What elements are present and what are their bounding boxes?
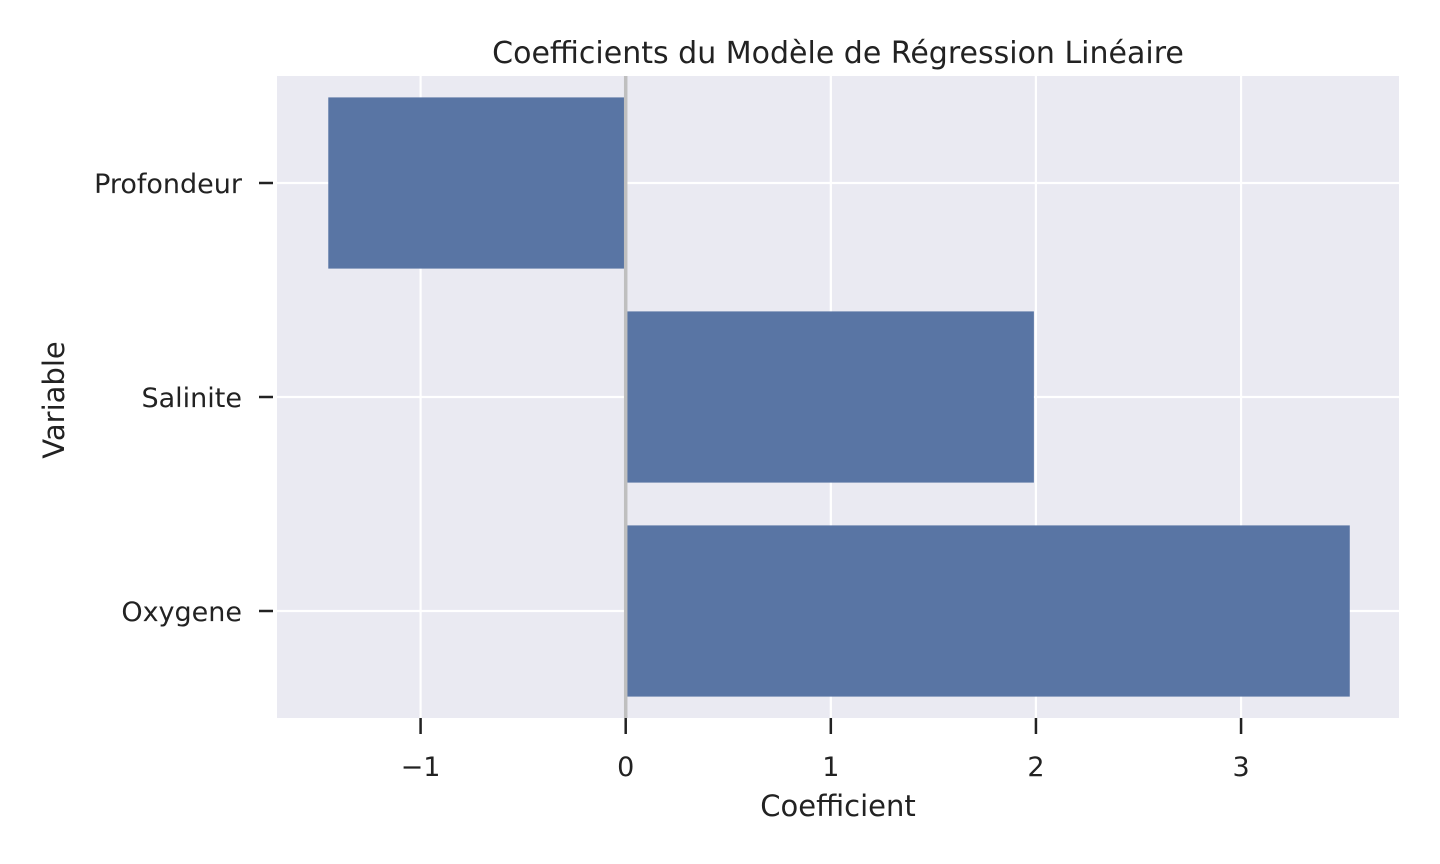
y-axis-label: Variable bbox=[37, 341, 71, 458]
y-tick-label: Oxygene bbox=[121, 597, 242, 628]
y-axis-ticks: Profondeur Salinite Oxygene bbox=[94, 169, 273, 628]
y-tick-label: Salinite bbox=[142, 383, 243, 414]
x-tick-label: 1 bbox=[822, 752, 839, 783]
bar-salinite bbox=[625, 311, 1034, 483]
x-tick-label: 2 bbox=[1027, 752, 1044, 783]
y-tick-label: Profondeur bbox=[94, 169, 243, 200]
bar-oxygene bbox=[625, 525, 1350, 697]
bars bbox=[328, 97, 1350, 697]
x-axis-ticks: −1 0 1 2 3 bbox=[401, 718, 1250, 783]
x-tick-label: −1 bbox=[401, 752, 441, 783]
x-tick-label: 3 bbox=[1232, 752, 1249, 783]
x-axis-label: Coefficient bbox=[760, 789, 915, 823]
chart-title: Coefficients du Modèle de Régression Lin… bbox=[492, 36, 1184, 71]
x-tick-label: 0 bbox=[617, 752, 634, 783]
bar-profondeur bbox=[328, 97, 626, 269]
